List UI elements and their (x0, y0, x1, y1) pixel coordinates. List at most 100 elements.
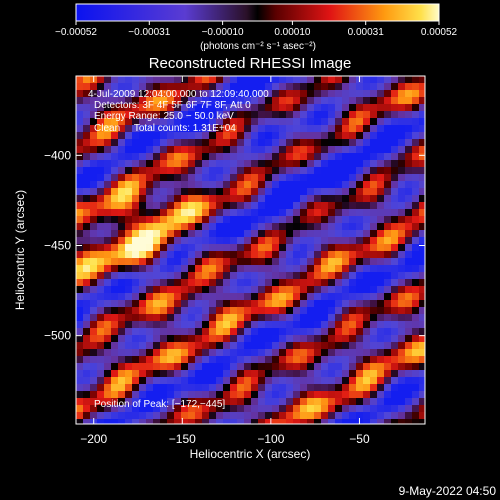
heatmap-cell (321, 342, 329, 350)
heatmap-cell (314, 251, 322, 259)
heatmap-cell (118, 419, 126, 424)
heatmap-cell (328, 307, 336, 315)
heatmap-cell (279, 321, 287, 329)
heatmap-cell (181, 258, 189, 266)
heatmap-cell (258, 209, 266, 217)
heatmap-cell (167, 265, 175, 273)
heatmap-cell (76, 146, 84, 154)
heatmap-cell (216, 188, 224, 196)
heatmap-cell (90, 125, 98, 133)
heatmap-cell (349, 342, 357, 350)
heatmap-cell (111, 195, 119, 203)
heatmap-cell (223, 209, 231, 217)
heatmap-cell (251, 300, 259, 308)
heatmap-cell (209, 251, 217, 259)
heatmap-cell (76, 174, 84, 182)
heatmap-cell (167, 195, 175, 203)
heatmap-cell (139, 167, 147, 175)
heatmap-cell (209, 293, 217, 301)
heatmap-cell (321, 258, 329, 266)
heatmap-cell (153, 335, 161, 343)
heatmap-cell (335, 321, 343, 329)
heatmap-cell (272, 202, 280, 210)
heatmap-cell (286, 188, 294, 196)
heatmap-cell (195, 118, 203, 126)
heatmap-cell (223, 104, 231, 112)
heatmap-cell (307, 132, 315, 140)
heatmap-cell (132, 349, 140, 357)
heatmap-cell (286, 321, 294, 329)
heatmap-cell (335, 398, 343, 406)
heatmap-cell (384, 258, 392, 266)
heatmap-cell (370, 286, 378, 294)
heatmap-cell (167, 272, 175, 280)
heatmap-cell (258, 377, 266, 385)
heatmap-cell (125, 391, 133, 399)
heatmap-cell (377, 132, 385, 140)
heatmap-cell (356, 244, 364, 252)
heatmap-cell (181, 356, 189, 364)
heatmap-cell (244, 146, 252, 154)
heatmap-cell (174, 328, 182, 336)
heatmap-cell (405, 139, 413, 147)
heatmap-cell (181, 384, 189, 392)
heatmap-cell (244, 160, 252, 168)
heatmap-cell (377, 230, 385, 238)
heatmap-cell (125, 384, 133, 392)
heatmap-cell (370, 125, 378, 133)
heatmap-cell (370, 384, 378, 392)
heatmap-cell (111, 251, 119, 259)
heatmap-cell (412, 174, 420, 182)
heatmap-cell (244, 97, 252, 105)
heatmap-cell (293, 349, 301, 357)
heatmap-cell (377, 342, 385, 350)
heatmap-cell (370, 349, 378, 357)
heatmap-cell (349, 405, 357, 413)
heatmap-cell (181, 111, 189, 119)
heatmap-cell (132, 153, 140, 161)
heatmap-cell (370, 104, 378, 112)
heatmap-cell (118, 118, 126, 126)
heatmap-cell (412, 335, 420, 343)
heatmap-cell (300, 174, 308, 182)
heatmap-cell (265, 363, 273, 371)
heatmap-cell (76, 342, 84, 350)
heatmap-cell (363, 412, 371, 420)
heatmap-cell (125, 349, 133, 357)
heatmap-cell (398, 146, 406, 154)
heatmap-cell (370, 391, 378, 399)
heatmap-cell (153, 349, 161, 357)
heatmap-cell (405, 363, 413, 371)
heatmap-cell (139, 188, 147, 196)
heatmap-cell (258, 223, 266, 231)
heatmap-cell (412, 307, 420, 315)
heatmap-cell (370, 244, 378, 252)
heatmap-cell (398, 307, 406, 315)
heatmap-cell (118, 167, 126, 175)
heatmap-cell (398, 160, 406, 168)
heatmap-cell (419, 377, 425, 385)
heatmap-cell (181, 342, 189, 350)
heatmap-cell (160, 167, 168, 175)
heatmap-cell (83, 328, 91, 336)
heatmap-cell (279, 188, 287, 196)
heatmap-cell (419, 342, 425, 350)
heatmap-cell (132, 90, 140, 98)
heatmap-cell (258, 272, 266, 280)
heatmap-cell (321, 391, 329, 399)
heatmap-cell (293, 251, 301, 259)
heatmap-cell (391, 223, 399, 231)
heatmap-cell (251, 209, 259, 217)
heatmap-cell (342, 132, 350, 140)
heatmap-cell (321, 90, 329, 98)
heatmap-cell (384, 146, 392, 154)
heatmap-cell (377, 104, 385, 112)
heatmap-cell (286, 293, 294, 301)
heatmap-cell (90, 251, 98, 259)
heatmap-cell (398, 293, 406, 301)
heatmap-cell (244, 76, 252, 84)
heatmap-cell (125, 356, 133, 364)
heatmap-cell (314, 90, 322, 98)
heatmap-cell (328, 146, 336, 154)
heatmap-cell (111, 328, 119, 336)
